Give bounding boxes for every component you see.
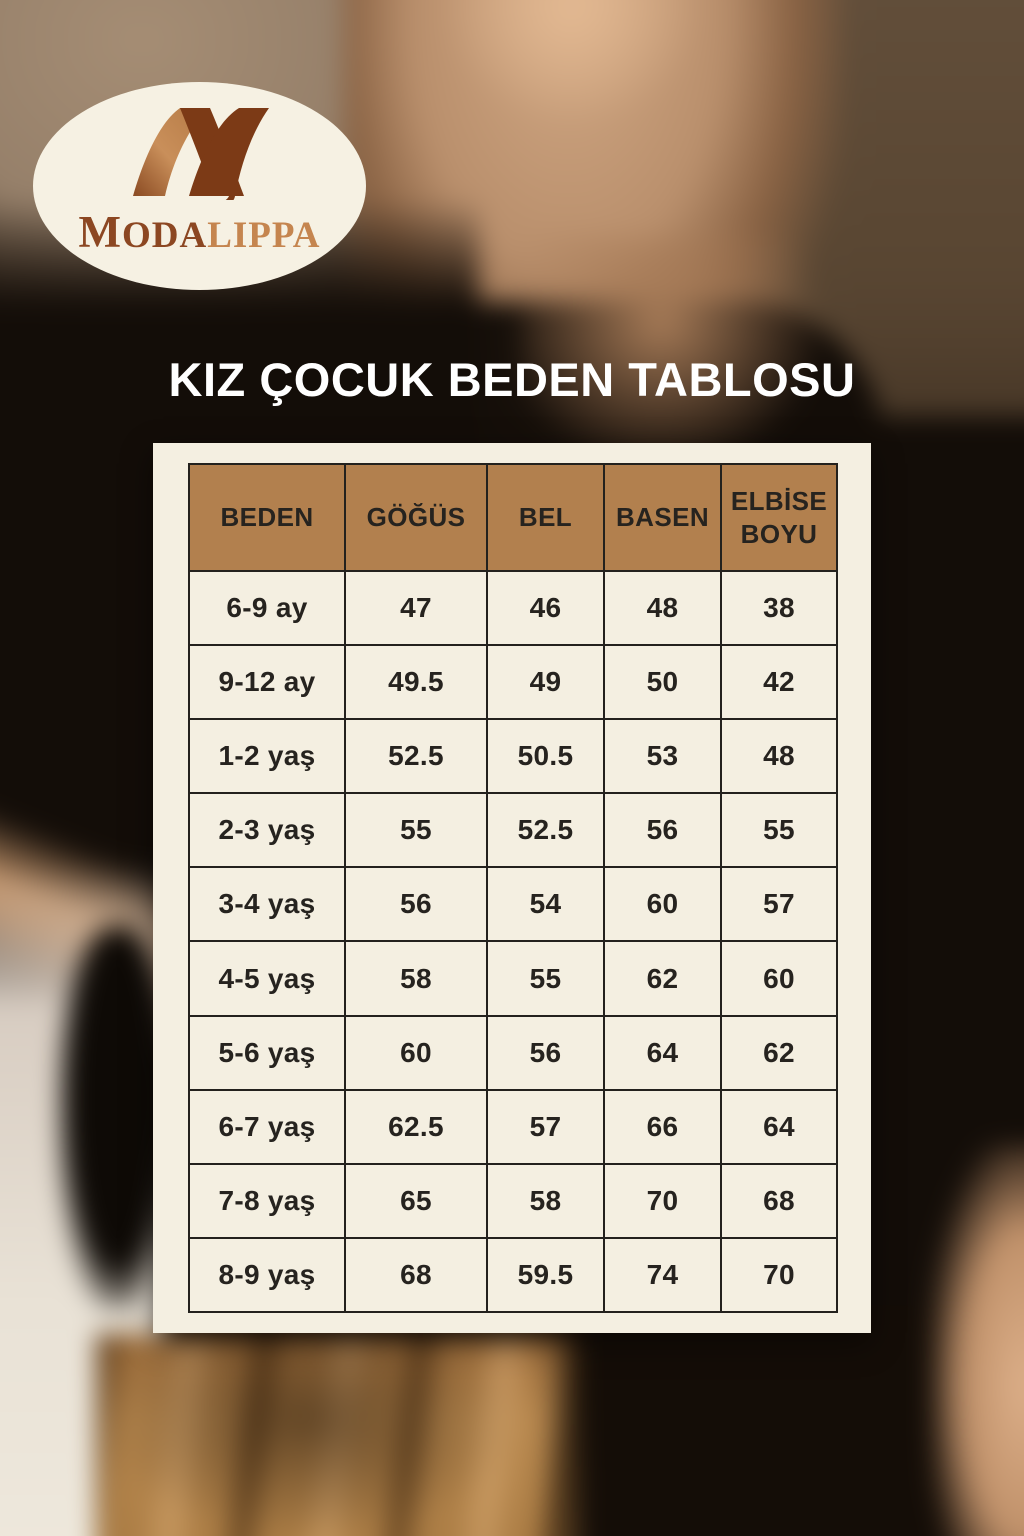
row-label: 7-8 yaş xyxy=(188,1162,346,1239)
row-label: 8-9 yaş xyxy=(188,1236,346,1314)
size-cell: 57 xyxy=(720,866,838,943)
background-pants xyxy=(96,1333,580,1536)
table-row: 1-2 yaş 52.5 50.5 53 48 xyxy=(188,718,838,795)
brand-wordmark: MODALIPPA xyxy=(33,208,366,258)
size-cell: 52.5 xyxy=(486,792,605,869)
size-cell: 59.5 xyxy=(486,1236,605,1314)
size-cell: 66 xyxy=(603,1088,722,1165)
header-row: BEDEN GÖĞÜS BEL BASEN ELBİSE BOYU xyxy=(188,463,838,572)
row-label: 9-12 ay xyxy=(188,644,346,721)
size-cell: 70 xyxy=(603,1162,722,1239)
table-row: 5-6 yaş 60 56 64 62 xyxy=(188,1014,838,1091)
size-cell: 50 xyxy=(603,644,722,721)
size-cell: 60 xyxy=(344,1014,488,1091)
size-cell: 62 xyxy=(720,1014,838,1091)
size-cell: 62 xyxy=(603,940,722,1017)
size-cell: 60 xyxy=(603,866,722,943)
row-label: 2-3 yaş xyxy=(188,792,346,869)
table-row: 6-7 yaş 62.5 57 66 64 xyxy=(188,1088,838,1165)
row-label: 3-4 yaş xyxy=(188,866,346,943)
brand-word-light: LIPPA xyxy=(207,215,321,256)
size-table-panel: BEDEN GÖĞÜS BEL BASEN ELBİSE BOYU 6-9 ay… xyxy=(153,443,871,1333)
size-cell: 42 xyxy=(720,644,838,721)
brand-logo: MODALIPPA xyxy=(33,82,366,290)
size-cell: 38 xyxy=(720,569,838,647)
size-cell: 47 xyxy=(344,569,488,647)
table-row: 2-3 yaş 55 52.5 56 55 xyxy=(188,792,838,869)
size-cell: 53 xyxy=(603,718,722,795)
size-cell: 46 xyxy=(486,569,605,647)
background-arm-right xyxy=(931,1144,1024,1536)
size-cell: 55 xyxy=(720,792,838,869)
size-cell: 54 xyxy=(486,866,605,943)
row-label: 5-6 yaş xyxy=(188,1014,346,1091)
page-title: KIZ ÇOCUK BEDEN TABLOSU xyxy=(168,353,856,406)
row-label: 6-9 ay xyxy=(188,569,346,647)
brand-word-dark: MODA xyxy=(78,207,208,257)
size-cell: 58 xyxy=(486,1162,605,1239)
background-chest-skin xyxy=(520,234,833,479)
row-label: 4-5 yaş xyxy=(188,940,346,1017)
size-cell: 48 xyxy=(603,569,722,647)
table-row: 8-9 yaş 68 59.5 74 70 xyxy=(188,1236,838,1314)
size-cell: 65 xyxy=(344,1162,488,1239)
size-cell: 68 xyxy=(720,1162,838,1239)
column-header-basen: BASEN xyxy=(603,463,722,572)
ribbon-m-monogram-icon xyxy=(133,108,269,200)
row-label: 1-2 yaş xyxy=(188,718,346,795)
size-table: BEDEN GÖĞÜS BEL BASEN ELBİSE BOYU 6-9 ay… xyxy=(188,463,838,1314)
size-cell: 64 xyxy=(603,1014,722,1091)
table-row: 3-4 yaş 56 54 60 57 xyxy=(188,866,838,943)
size-cell: 64 xyxy=(720,1088,838,1165)
size-cell: 60 xyxy=(720,940,838,1017)
column-header-bel: BEL xyxy=(486,463,605,572)
column-header-gogus: GÖĞÜS xyxy=(344,463,488,572)
table-row: 9-12 ay 49.5 49 50 42 xyxy=(188,644,838,721)
background-skirt-dark xyxy=(541,1305,989,1536)
size-cell: 62.5 xyxy=(344,1088,488,1165)
size-cell: 56 xyxy=(603,792,722,869)
size-cell: 52.5 xyxy=(344,718,488,795)
size-cell: 57 xyxy=(486,1088,605,1165)
column-header-beden: BEDEN xyxy=(188,463,346,572)
background-jaw-highlight xyxy=(426,0,718,136)
table-row: 7-8 yaş 65 58 70 68 xyxy=(188,1162,838,1239)
size-cell: 55 xyxy=(344,792,488,869)
row-label: 6-7 yaş xyxy=(188,1088,346,1165)
size-cell: 58 xyxy=(344,940,488,1017)
size-cell: 49 xyxy=(486,644,605,721)
size-cell: 55 xyxy=(486,940,605,1017)
size-cell: 48 xyxy=(720,718,838,795)
table-row: 4-5 yaş 58 55 62 60 xyxy=(188,940,838,1017)
size-cell: 49.5 xyxy=(344,644,488,721)
size-cell: 50.5 xyxy=(486,718,605,795)
column-header-elbise-boyu: ELBİSE BOYU xyxy=(720,463,838,572)
size-cell: 56 xyxy=(486,1014,605,1091)
table-row: 6-9 ay 47 46 48 38 xyxy=(188,569,838,647)
size-cell: 74 xyxy=(603,1236,722,1314)
size-cell: 70 xyxy=(720,1236,838,1314)
size-cell: 68 xyxy=(344,1236,488,1314)
size-cell: 56 xyxy=(344,866,488,943)
